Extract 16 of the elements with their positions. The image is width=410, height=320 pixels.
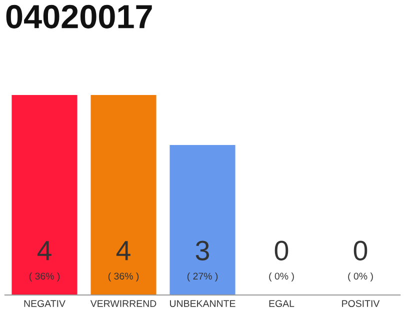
annotation: ( 36% ) bbox=[108, 272, 139, 282]
data-label: 4 bbox=[37, 241, 52, 260]
data-label: 0 bbox=[274, 240, 288, 260]
data-label: 0 bbox=[354, 240, 368, 260]
x-tick-label: POSITIV bbox=[342, 300, 380, 307]
annotation: ( 0% ) bbox=[269, 272, 294, 282]
annotation: ( 0% ) bbox=[348, 272, 373, 282]
data-label: 3 bbox=[196, 240, 210, 260]
data-label: 4 bbox=[116, 241, 130, 260]
chart-title: 04020017 bbox=[6, 4, 152, 28]
x-tick-label: UNBEKANNTE bbox=[170, 300, 236, 307]
x-tick-label: NEGATIV bbox=[24, 300, 66, 307]
annotation: ( 36% ) bbox=[29, 272, 60, 282]
x-tick-label: EGAL bbox=[269, 300, 294, 307]
x-tick-label: VERWIRREND bbox=[90, 300, 156, 307]
annotation: ( 27% ) bbox=[187, 272, 218, 282]
